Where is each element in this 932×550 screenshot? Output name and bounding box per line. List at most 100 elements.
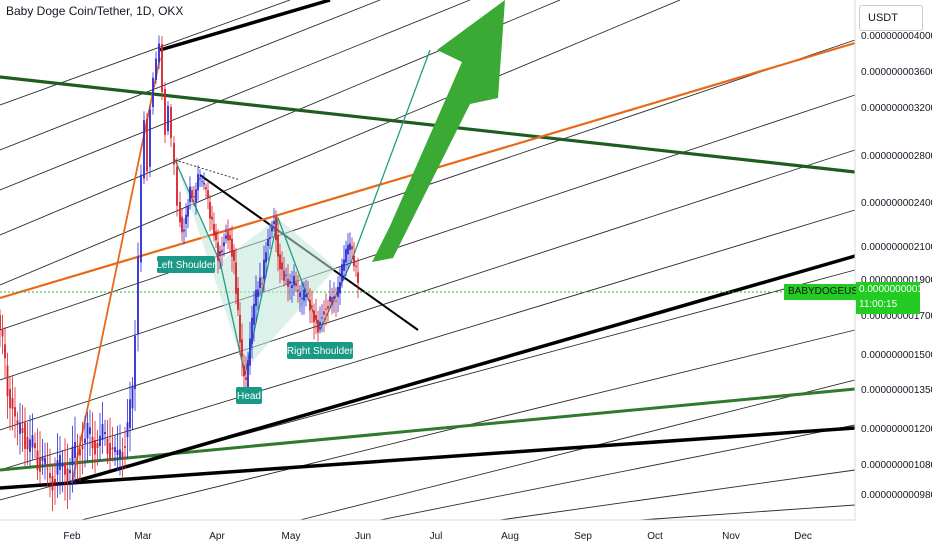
candle-body bbox=[263, 259, 265, 279]
candle-body bbox=[94, 440, 96, 455]
x-tick-label: Sep bbox=[574, 531, 592, 542]
candle-body bbox=[29, 439, 31, 452]
y-tick-label: 0.000000001350 bbox=[861, 385, 932, 396]
candle-body bbox=[56, 460, 59, 475]
x-tick-label: Oct bbox=[647, 531, 663, 542]
candle-body bbox=[124, 446, 126, 448]
candle-body bbox=[211, 216, 213, 220]
candle-body bbox=[255, 289, 257, 306]
candle-body bbox=[205, 187, 207, 190]
candle-body bbox=[219, 251, 221, 255]
candle-body bbox=[86, 422, 89, 439]
candle-body bbox=[279, 254, 281, 270]
candle-body bbox=[259, 277, 261, 288]
green-support-line bbox=[0, 387, 856, 472]
x-tick-label: Dec bbox=[794, 531, 812, 542]
candle-body bbox=[34, 443, 36, 449]
candle-body bbox=[41, 457, 44, 461]
candle-body bbox=[295, 282, 297, 287]
candle-body bbox=[301, 297, 303, 299]
candle-body bbox=[289, 281, 291, 284]
candle-body bbox=[351, 246, 353, 250]
candle-body bbox=[207, 190, 209, 198]
candle-body bbox=[327, 306, 329, 309]
candle-body bbox=[339, 282, 341, 294]
channel-line bbox=[0, 0, 681, 286]
candle-body bbox=[275, 216, 277, 241]
channel-line bbox=[0, 209, 856, 471]
black-top-line bbox=[159, 0, 331, 52]
annotation-label: Head bbox=[237, 391, 261, 402]
channel-line bbox=[299, 379, 856, 521]
candle-body bbox=[329, 296, 331, 302]
y-tick-label: 0.000000001900 bbox=[861, 275, 932, 286]
candle-body bbox=[74, 441, 76, 458]
candle-body bbox=[6, 365, 9, 397]
candle-body bbox=[91, 437, 94, 449]
candle-body bbox=[181, 216, 183, 233]
channel-line bbox=[0, 329, 856, 541]
candle-body bbox=[299, 292, 301, 297]
candle-body bbox=[305, 294, 307, 297]
candle-body bbox=[203, 182, 205, 185]
black-support-line bbox=[0, 426, 856, 490]
candle-body bbox=[325, 308, 327, 310]
candle-body bbox=[187, 206, 189, 217]
candle-body bbox=[243, 365, 245, 377]
candle-body bbox=[321, 317, 323, 319]
y-tick-label: 0.000000002400 bbox=[861, 198, 932, 209]
candle-body bbox=[281, 262, 283, 270]
y-tick-label: 0.000000002100 bbox=[861, 242, 932, 253]
candle-body bbox=[39, 458, 41, 472]
candle-body bbox=[81, 446, 84, 450]
candle-body bbox=[1, 329, 4, 337]
candle-body bbox=[269, 237, 271, 239]
y-tick-label: 0.000000001700 bbox=[861, 311, 932, 322]
candle-body bbox=[265, 252, 267, 263]
channel-line bbox=[639, 504, 856, 521]
candle-body bbox=[64, 464, 66, 475]
candle-body bbox=[215, 231, 217, 241]
candle-body bbox=[11, 398, 14, 409]
candle-body bbox=[16, 420, 19, 425]
candle-body bbox=[76, 453, 79, 455]
y-tick-label: 0.000000003200 bbox=[861, 103, 932, 114]
candle-body bbox=[285, 274, 287, 276]
candle-body bbox=[267, 239, 269, 246]
candle-body bbox=[96, 443, 99, 448]
candle-body bbox=[46, 468, 49, 470]
candle-body bbox=[309, 299, 311, 311]
candle-body bbox=[49, 473, 51, 479]
x-tick-label: Jul bbox=[430, 531, 443, 542]
candle-body bbox=[249, 338, 251, 366]
candle-body bbox=[61, 464, 64, 467]
candle-body bbox=[257, 289, 259, 297]
channel-line bbox=[0, 149, 856, 431]
currency-selector[interactable]: USDT bbox=[859, 5, 923, 31]
candle-body bbox=[152, 77, 154, 107]
candle-body bbox=[59, 455, 61, 470]
candle-body bbox=[54, 479, 56, 483]
candle-body bbox=[221, 250, 223, 253]
candle-body bbox=[273, 221, 275, 224]
candle-body bbox=[341, 264, 343, 282]
candle-body bbox=[357, 272, 359, 283]
dotted-connector bbox=[174, 159, 241, 181]
candle-body bbox=[84, 438, 86, 443]
candle-body bbox=[247, 360, 249, 389]
channel-line bbox=[0, 0, 471, 191]
trend-drawings[interactable] bbox=[0, 0, 856, 541]
candle-body bbox=[311, 306, 313, 307]
candle-body bbox=[261, 283, 263, 285]
candle-body bbox=[209, 202, 211, 219]
channel-line bbox=[0, 0, 291, 106]
candle-body bbox=[149, 109, 151, 167]
candle-body bbox=[129, 399, 131, 428]
candle-body bbox=[101, 423, 104, 440]
candle-body bbox=[287, 279, 289, 287]
candle-body bbox=[170, 107, 172, 139]
y-tick-label: 0.000000003600 bbox=[861, 67, 932, 78]
